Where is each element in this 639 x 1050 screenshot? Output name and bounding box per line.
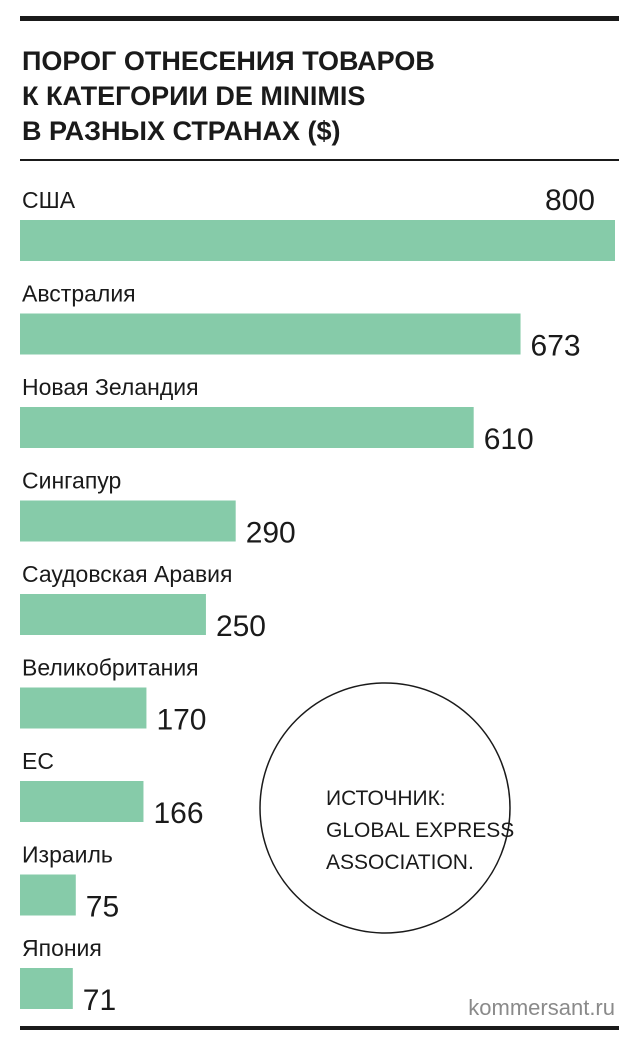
category-label: ЕС <box>22 748 54 774</box>
footer: kommersant.ru <box>468 995 615 1020</box>
bottom-rule <box>20 1026 619 1030</box>
top-rule <box>20 16 619 21</box>
bar <box>20 874 76 916</box>
title-rule <box>20 159 619 161</box>
category-label: Новая Зеландия <box>22 374 199 400</box>
value-label: 800 <box>545 184 595 217</box>
value-label: 610 <box>484 423 534 456</box>
value-label: 250 <box>216 610 266 643</box>
bar <box>20 968 73 1009</box>
value-label: 75 <box>86 891 119 924</box>
bar <box>20 407 474 448</box>
bar <box>20 781 144 822</box>
chart-title: К КАТЕГОРИИ DE MINIMIS <box>22 81 365 111</box>
value-label: 71 <box>83 984 116 1017</box>
category-label: Австралия <box>22 281 136 307</box>
source-circle <box>259 682 511 934</box>
value-label: 166 <box>153 797 203 830</box>
value-label: 170 <box>156 704 206 737</box>
category-label: США <box>22 187 76 213</box>
source-text: GLOBAL EXPRESS <box>326 819 514 842</box>
chart-title: ПОРОГ ОТНЕСЕНИЯ ТОВАРОВ <box>22 46 435 76</box>
category-label: Сингапур <box>22 468 121 494</box>
category-label: Япония <box>22 935 102 961</box>
bar <box>20 313 521 355</box>
chart-title: В РАЗНЫХ СТРАНАХ ($) <box>22 116 340 146</box>
source-text: ASSOCIATION. <box>326 851 474 874</box>
value-label: 290 <box>246 517 296 550</box>
bar <box>20 220 615 261</box>
source-text: ИСТОЧНИК: <box>326 787 446 810</box>
value-label: 673 <box>531 330 581 363</box>
category-label: Саудовская Аравия <box>22 561 232 587</box>
bar <box>20 594 206 635</box>
bar <box>20 500 236 542</box>
bar <box>20 687 147 729</box>
category-label: Израиль <box>22 842 113 868</box>
category-label: Великобритания <box>22 655 199 681</box>
